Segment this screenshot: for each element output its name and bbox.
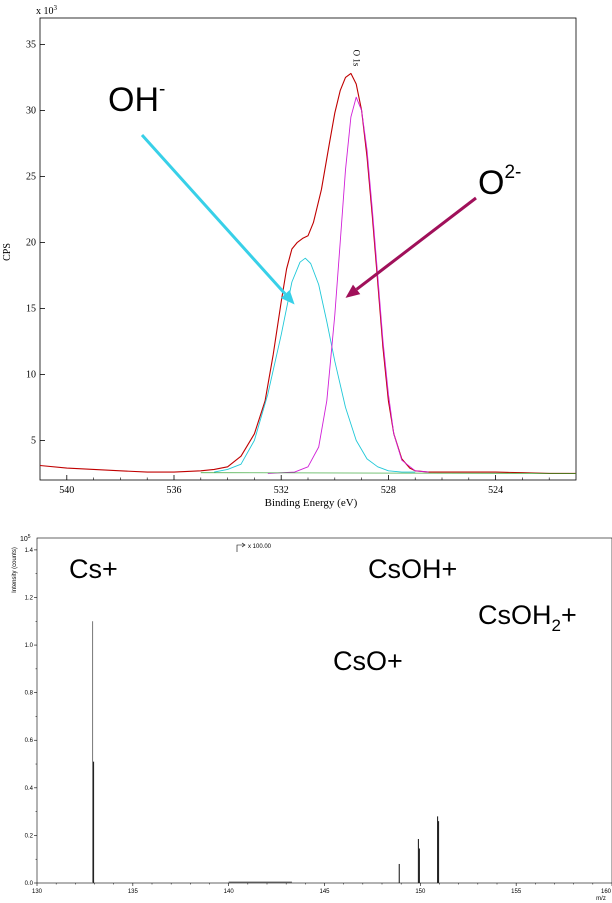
xps-y-tick-label: 20 — [26, 237, 36, 248]
xps-o2-component-line — [267, 96, 429, 474]
xps-multiplier: x 103 — [36, 4, 58, 17]
ms-y-tick-label: 0.4 — [25, 786, 34, 792]
ms-y-axis-label: Intensity (counts) — [12, 547, 18, 593]
xps-annotation-arrow — [355, 196, 477, 291]
xps-y-axis-label: CPS — [2, 243, 13, 261]
xps-plot-frame — [39, 17, 577, 481]
ms-annotation-label: CsO+ — [333, 646, 403, 676]
ms-plot-frame — [36, 537, 612, 884]
xps-annotation-arrowhead — [345, 284, 361, 298]
ms-x-tick-label: 155 — [511, 889, 522, 895]
ms-x-axis-label: m/z — [596, 896, 606, 902]
xps-x-axis-label: Binding Energy (eV) — [265, 497, 358, 509]
ms-y-tick-label: 1.4 — [25, 548, 34, 554]
ms-y-tick-label: 1.0 — [25, 643, 34, 649]
xps-x-tick-label: 528 — [381, 485, 396, 496]
xps-y-tick-label: 5 — [31, 435, 36, 446]
ms-y-tick-label: 0.8 — [25, 691, 34, 697]
xps-y-tick-label: 10 — [26, 369, 36, 380]
xps-background-line — [200, 472, 577, 474]
xps-x-tick-label: 540 — [59, 485, 74, 496]
ms-y-tick-label: 0.0 — [25, 881, 34, 887]
xps-x-tick-label: 532 — [274, 485, 289, 496]
ms-x-tick-label: 160 — [601, 889, 612, 895]
ms-annotation-label: CsOH+ — [368, 554, 457, 584]
ms-y-tick-label: 1.2 — [25, 595, 34, 601]
xps-annotation-arrowhead — [280, 290, 295, 305]
xps-peak-label: O 1s — [352, 50, 362, 67]
ms-x-tick-label: 145 — [319, 889, 330, 895]
xps-annotation-arrow — [140, 133, 287, 296]
xps-y-tick-label: 15 — [26, 303, 36, 314]
ms-y-multiplier: 105 — [20, 534, 31, 543]
ms-x-tick-label: 140 — [224, 889, 235, 895]
xps-chart: x 103 CPS Binding Energy (eV) 5 10 15 20 25 3… — [2, 4, 577, 509]
xps-annotation-label: O2- — [478, 162, 521, 202]
xps-y-tick-label: 30 — [26, 105, 36, 116]
ms-annotation-label: Cs+ — [69, 554, 118, 584]
ms-chart: 105 Intensity (counts) m/z x 100.00 0.0 0… — [12, 534, 612, 902]
ms-x-tick-label: 150 — [415, 889, 426, 895]
ms-zoom-label: x 100.00 — [248, 544, 272, 550]
xps-annotation-label: OH- — [108, 79, 165, 119]
xps-oh-component-line — [214, 257, 416, 473]
xps-x-tick-label: 524 — [488, 485, 503, 496]
xps-y-tick-label: 35 — [26, 39, 36, 50]
ms-y-tick-label: 0.6 — [25, 738, 34, 744]
ms-zoom-marker: x 100.00 — [236, 542, 272, 552]
ms-x-tick-label: 135 — [128, 889, 139, 895]
ms-x-tick-label: 130 — [32, 889, 43, 895]
xps-x-tick-label: 536 — [167, 485, 182, 496]
ms-annotation-label: CsOH2+ — [478, 600, 577, 635]
xps-y-tick-label: 25 — [26, 171, 36, 182]
ms-y-tick-label: 0.2 — [25, 833, 34, 839]
